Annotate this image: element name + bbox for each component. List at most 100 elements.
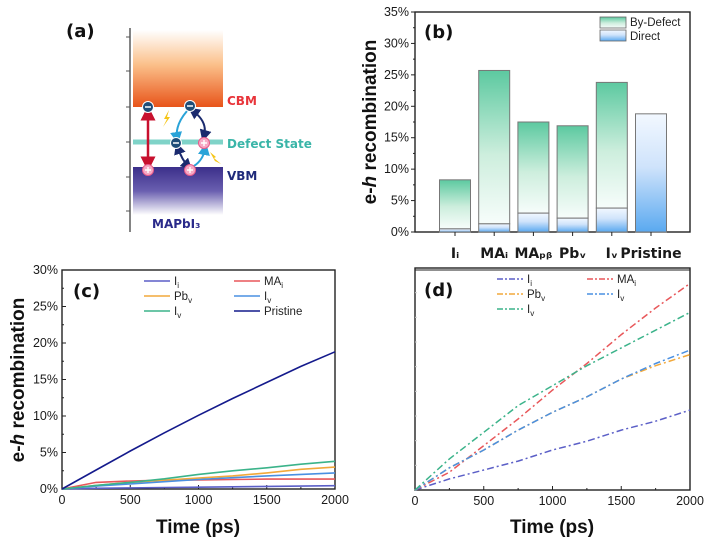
panel-c-frame	[61, 269, 336, 490]
x-category-label: Iᵢ	[451, 246, 459, 262]
x-tick-label: 1000	[185, 493, 213, 507]
energy-axis-ticks	[126, 36, 130, 212]
legend-label: Iv	[617, 289, 624, 303]
legend-label-base: I	[527, 274, 530, 286]
legend-label-base: Pb	[527, 289, 541, 301]
x-category-label: Iᵥ	[606, 246, 618, 262]
panel-b-y-axis: 0% 5% 10% 15% 20% 25% 30% 35%	[384, 5, 415, 239]
y-tick-label: 15%	[33, 373, 58, 387]
panel-c-label: (c)	[73, 281, 100, 302]
y-tick-label: 35%	[384, 5, 409, 19]
panel-b-y-axis-title: e-h recombination	[360, 40, 381, 205]
legend-label-base: I	[617, 289, 620, 301]
legend-label-subscript: i	[530, 279, 532, 288]
panel-c-y-axis-title: e-h recombination	[8, 298, 29, 463]
bar-direct	[439, 228, 471, 233]
legend-swatch-by-defect	[599, 16, 627, 29]
defect-state-label: Defect State	[227, 137, 312, 151]
y-tick-label: 0%	[40, 482, 58, 496]
bar-by-defect	[556, 125, 589, 219]
legend-label-subscript: i	[634, 279, 636, 288]
y-tick-label: 25%	[33, 300, 58, 314]
legend-label: Ii	[527, 274, 532, 288]
bar-by-defect	[478, 69, 511, 225]
series-line	[414, 353, 691, 491]
legend-label-base: Pb	[174, 291, 188, 303]
panel-c-axes: 0 500 1000 1500 2000 0% 5% 10% 15% 20% 25% 30%	[33, 263, 349, 507]
panel-b-x-axis: Iᵢ MAᵢ MAₚᵦ Pbᵥ Iᵥ Pristine	[451, 232, 682, 262]
legend-label-subscript: v	[530, 309, 534, 318]
y-tick-label: 30%	[384, 36, 409, 50]
hole-icon	[142, 164, 154, 176]
legend-label: Ii	[174, 276, 179, 290]
x-tick-label: 2000	[321, 493, 349, 507]
series-line	[61, 484, 336, 490]
panel-d-lines	[414, 282, 691, 491]
x-tick-label: 1000	[539, 494, 567, 508]
bar-direct	[478, 223, 511, 233]
legend-label-base: I	[174, 306, 177, 318]
legend-swatch-direct	[599, 29, 627, 42]
panel-d-label: (d)	[424, 280, 453, 301]
series-line	[414, 311, 691, 491]
y-tick-label: 20%	[33, 336, 58, 350]
x-category-label: MAᵢ	[480, 246, 508, 262]
electron-capture-arrow	[170, 110, 188, 144]
legend-label: Iv	[264, 291, 271, 305]
panel-b-bars	[439, 69, 667, 233]
legend-label-base: I	[527, 304, 530, 316]
panel-d-x-axis-title: Time (ps)	[510, 517, 594, 538]
y-tick-label: 10%	[33, 409, 58, 423]
y-tick-label: 0%	[391, 225, 409, 239]
x-category-label: Pbᵥ	[559, 246, 586, 262]
legend-label-subscript: v	[541, 294, 545, 303]
x-tick-label: 2000	[676, 494, 704, 508]
vbm-to-defect-arrow	[193, 143, 210, 167]
electron-icon	[142, 101, 154, 113]
photon-emission-icon	[163, 110, 170, 127]
legend-label-subscript: v	[267, 296, 271, 305]
bar-by-defect	[439, 179, 471, 230]
panel-a: (a) CBM Defect State VBM MAPbI₃	[66, 21, 312, 232]
electron-icon	[184, 100, 196, 112]
y-tick-label: 5%	[40, 446, 58, 460]
series-line	[61, 460, 336, 490]
bar-by-defect	[595, 81, 628, 209]
bar-direct	[556, 217, 589, 233]
y-tick-label: 25%	[384, 68, 409, 82]
legend-label: MAi	[617, 274, 636, 288]
y-tick-label: 30%	[33, 263, 58, 277]
x-tick-label: 1500	[253, 493, 281, 507]
x-tick-label: 500	[473, 494, 494, 508]
vbm-label: VBM	[227, 169, 257, 183]
legend-label: MAi	[264, 276, 283, 290]
legend-label-by-defect: By-Defect	[630, 17, 681, 29]
legend-label: Pristine	[264, 306, 302, 318]
photon-emission-icon	[210, 152, 221, 164]
legend-label-subscript: v	[620, 294, 624, 303]
series-line	[61, 351, 336, 490]
legend-label-base: Pristine	[264, 306, 302, 318]
defect-to-vbm-arrow	[174, 142, 193, 171]
legend-label-direct: Direct	[630, 31, 661, 43]
panel-c-lines	[61, 351, 336, 490]
conduction-band	[133, 30, 223, 107]
x-category-label: Pristine	[620, 246, 681, 262]
cbm-label: CBM	[227, 94, 257, 108]
bar-direct	[595, 207, 628, 233]
series-line	[414, 409, 691, 491]
y-tick-label: 15%	[384, 131, 409, 145]
legend-label: Pbv	[527, 289, 545, 303]
legend-label-subscript: i	[177, 281, 179, 290]
series-line	[414, 282, 691, 491]
bar-direct	[635, 113, 667, 233]
series-line	[61, 472, 336, 490]
hole-capture-arrow	[188, 107, 212, 142]
legend-label-subscript: v	[188, 296, 192, 305]
legend-label-base: I	[174, 276, 177, 288]
series-line	[414, 349, 691, 491]
y-tick-label: 10%	[384, 162, 409, 176]
